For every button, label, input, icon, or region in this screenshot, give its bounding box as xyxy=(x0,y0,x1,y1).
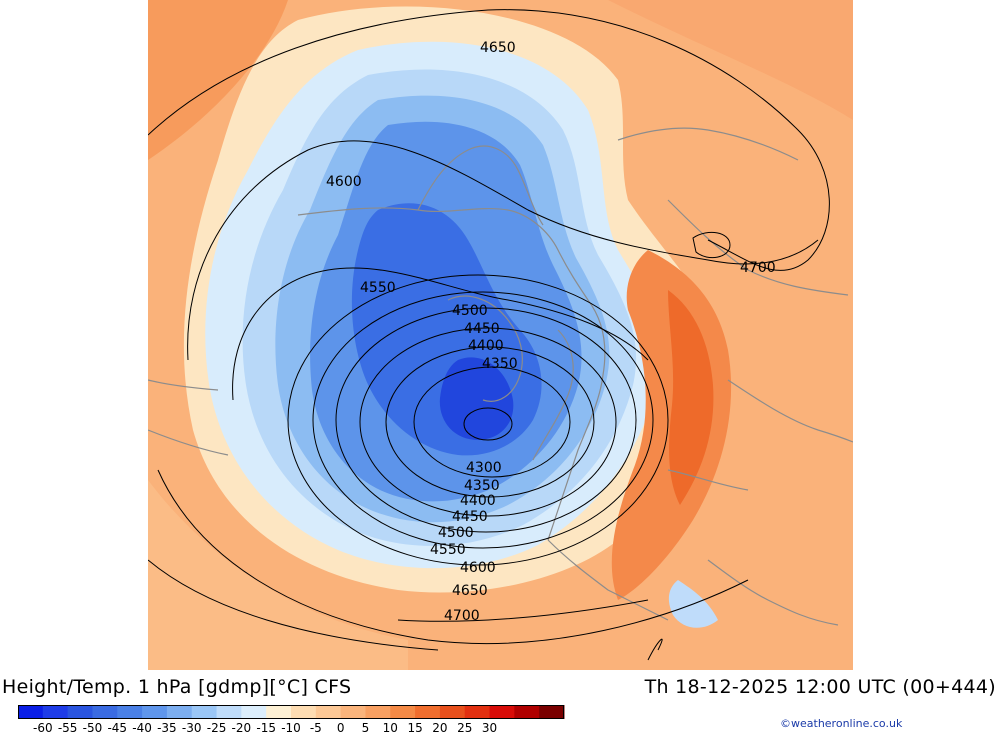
contour-4450-ring xyxy=(335,307,637,533)
map-panel: 4650 4600 4550 4500 4450 4400 4350 4700 … xyxy=(148,0,853,670)
colorbar-tick-label: 30 xyxy=(482,721,497,733)
colorbar-swatch xyxy=(191,705,218,719)
colorbar-swatch xyxy=(365,705,391,719)
contour-4700-lower-east xyxy=(397,599,649,622)
contour-4550-upper xyxy=(232,267,649,401)
colorbar-swatch xyxy=(340,705,366,719)
colorbar-swatch xyxy=(216,705,242,719)
colorbar-swatch xyxy=(42,705,69,719)
contour-label-4650-top: 4650 xyxy=(480,40,516,56)
temperature-patch-nw xyxy=(148,0,288,160)
colorbar-border xyxy=(18,705,564,719)
contour-4700-lower xyxy=(148,559,439,651)
contour-label-4650-low: 4650 xyxy=(452,583,488,599)
contour-4400-ring xyxy=(359,327,617,517)
colorbar-tick-label: 10 xyxy=(383,721,398,733)
colorbar-tick-label: -30 xyxy=(182,721,202,733)
colorbar-tick-label: 20 xyxy=(432,721,447,733)
colorbar-swatch xyxy=(266,705,292,719)
contour-label-4350-mid: 4350 xyxy=(482,356,518,372)
colorbar-swatch xyxy=(489,705,515,719)
colorbar-tick-label: -55 xyxy=(58,721,78,733)
colorbar-swatch xyxy=(241,705,267,719)
contour-label-layer: 4650 4600 4550 4500 4450 4400 4350 4700 … xyxy=(326,40,776,624)
map-canvas: 4650 4600 4550 4500 4450 4400 4350 4700 … xyxy=(148,0,853,670)
colorbar-swatch xyxy=(464,705,491,719)
colorbar-tick-label: -25 xyxy=(207,721,227,733)
colorbar-swatch xyxy=(291,705,317,719)
colorbar-swatch xyxy=(514,705,540,719)
contour-4500-ring xyxy=(312,291,654,549)
contour-4650-upper xyxy=(148,9,830,271)
colorbar-tick-label: -35 xyxy=(157,721,177,733)
contour-4550-ring xyxy=(287,274,669,566)
contour-label-4500-low: 4500 xyxy=(438,525,474,541)
map-title: Height/Temp. 1 hPa [gdmp][°C] CFS xyxy=(2,676,352,698)
colorbar-tick-label: 5 xyxy=(362,721,370,733)
contour-label-4700-low: 4700 xyxy=(444,608,480,624)
contour-4600-upper xyxy=(187,140,819,361)
temperature-core-minus-60 xyxy=(439,357,514,440)
temperature-warm-core xyxy=(668,290,714,505)
contour-4350-ring xyxy=(385,346,595,498)
contour-label-4550-low: 4550 xyxy=(430,542,466,558)
colorbar-swatch xyxy=(117,705,143,719)
colorbar-tick-label: -50 xyxy=(83,721,103,733)
colorbar-swatch xyxy=(415,705,441,719)
colorbar-swatch xyxy=(390,705,416,719)
colorbar-tick-label: -10 xyxy=(281,721,301,733)
colorbar-tick-label: 15 xyxy=(407,721,422,733)
contour-low-center xyxy=(463,407,513,441)
contour-label-4400-mid: 4400 xyxy=(468,338,504,354)
contour-label-4300-low: 4300 xyxy=(466,460,502,476)
colorbar-svg: -60 -55 -50 -45 -40 -35 -30 -25 -20 -15 -10 -5 0 5 10 1… xyxy=(18,705,565,735)
colorbar-swatch xyxy=(18,705,44,719)
contour-4650-lower xyxy=(157,469,749,645)
contour-label-4450-low: 4450 xyxy=(452,509,488,525)
temperature-patch-ne xyxy=(608,0,853,120)
colorbar-tick-label: -60 xyxy=(33,721,53,733)
colorbar-swatch xyxy=(92,705,118,719)
contour-label-4550-left: 4550 xyxy=(360,280,396,296)
colorbar: -60 -55 -50 -45 -40 -35 -30 -25 -20 -15 -10 -5 0 5 10 1… xyxy=(18,705,578,737)
contour-4700-south xyxy=(647,638,663,661)
colorbar-tick-label: 0 xyxy=(337,721,345,733)
contour-label-4600-low: 4600 xyxy=(460,560,496,576)
colorbar-swatch xyxy=(166,705,193,719)
credit-link[interactable]: ©weatheronline.co.uk xyxy=(780,717,903,730)
colorbar-tick-label: -15 xyxy=(256,721,276,733)
colorbar-tick-label: -40 xyxy=(132,721,152,733)
contour-label-4400-low: 4400 xyxy=(460,493,496,509)
coastlines xyxy=(148,127,853,626)
contour-4300-ring xyxy=(413,366,571,478)
temperature-patch-sw xyxy=(148,480,408,670)
colorbar-swatch xyxy=(67,705,93,719)
valid-time: Th 18-12-2025 12:00 UTC (00+444) xyxy=(644,676,996,698)
contour-label-4500-mid: 4500 xyxy=(452,303,488,319)
contour-4700-small-high xyxy=(692,231,731,259)
contour-label-4600-left: 4600 xyxy=(326,174,362,190)
colorbar-swatch xyxy=(539,705,565,719)
colorbar-swatch xyxy=(439,705,466,719)
colorbar-tick-label: -45 xyxy=(107,721,127,733)
contour-label-4450-mid: 4450 xyxy=(464,321,500,337)
colorbar-tick-label: 25 xyxy=(457,721,472,733)
contour-label-4700-right: 4700 xyxy=(740,260,776,276)
contour-label-4350-low: 4350 xyxy=(464,478,500,494)
colorbar-swatch xyxy=(315,705,342,719)
colorbar-swatch xyxy=(142,705,168,719)
height-contours xyxy=(148,9,830,661)
colorbar-tick-label: -20 xyxy=(232,721,252,733)
colorbar-tick-label: -5 xyxy=(310,721,322,733)
